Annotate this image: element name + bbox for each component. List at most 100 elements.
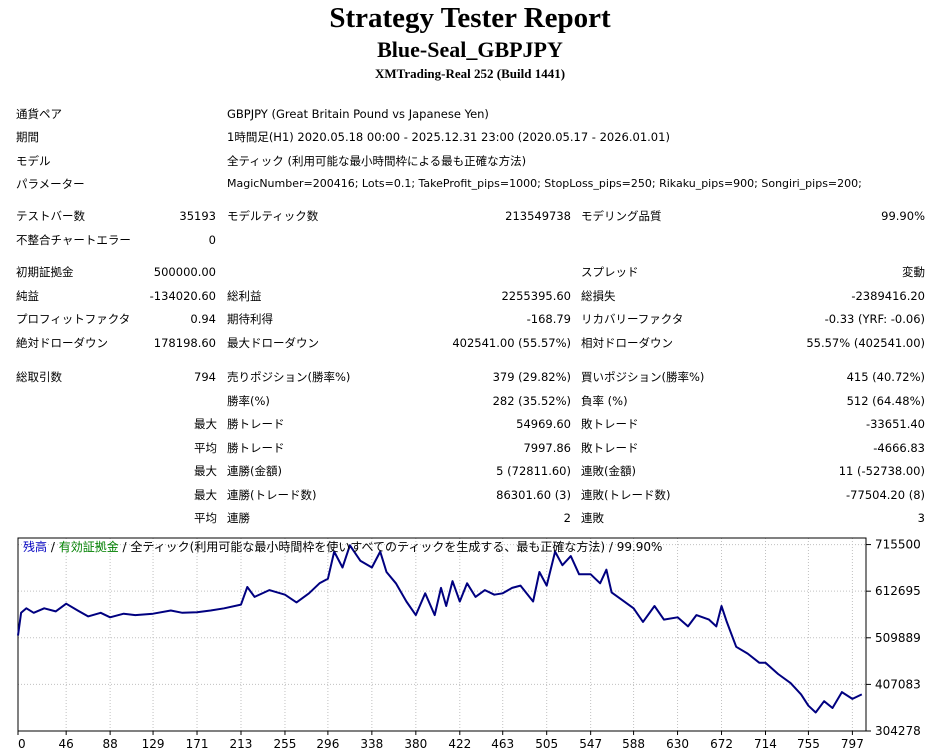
x-tick-label: 672 [710, 737, 733, 751]
legend-sep1: / [51, 540, 59, 554]
cons-wins-count-label: 連勝(トレード数) [227, 488, 317, 502]
y-axis: 715500 612695 509889 407083 304278 [866, 538, 921, 738]
expected-value: -168.79 [526, 312, 571, 326]
x-tick-label: 296 [316, 737, 339, 751]
net-value: -134020.60 [149, 289, 216, 303]
abs-dd-label: 絶対ドローダウン [16, 336, 108, 350]
winrate-label: 勝率(%) [227, 394, 270, 408]
lossrate-label: 負率 (%) [581, 394, 628, 408]
avg-cons-loss-value: 3 [917, 511, 925, 525]
x-tick-label: 755 [797, 737, 820, 751]
avg-win-label: 勝トレード [227, 441, 285, 455]
y-tick-label: 612695 [875, 584, 921, 598]
expected-label: 期待利得 [227, 312, 273, 326]
report-subtitle: Blue-Seal_GBPJPY [377, 37, 563, 62]
bars-value: 35193 [179, 209, 216, 223]
x-tick-label: 380 [404, 737, 427, 751]
lossrate-value: 512 (64.48%) [846, 394, 925, 408]
short-label: 売りポジション(勝率%) [227, 370, 351, 384]
symbol-value: GBPJPY (Great Britain Pound vs Japanese … [227, 107, 489, 121]
x-tick-label: 588 [622, 737, 645, 751]
avg-label: 平均 [194, 441, 217, 455]
ticks-value: 213549738 [505, 209, 571, 223]
mismatch-value: 0 [208, 233, 216, 247]
spread-label: スプレッド [581, 265, 639, 279]
y-tick-label: 407083 [875, 677, 921, 691]
x-tick-label: 0 [18, 737, 26, 751]
ticks-label: モデルティック数 [227, 209, 319, 223]
x-tick-label: 797 [841, 737, 864, 751]
long-value: 415 (40.72%) [846, 370, 925, 384]
x-tick-label: 547 [579, 737, 602, 751]
deposit-value: 500000.00 [153, 265, 216, 279]
total-trades-value: 794 [194, 370, 216, 384]
x-axis: 0 46 88 129 171 213 255 296 338 380 422 463 505 547 58… [17, 731, 864, 751]
x-tick-label: 129 [142, 737, 165, 751]
x-tick-label: 505 [535, 737, 558, 751]
mismatch-label: 不整合チャートエラー [16, 233, 131, 247]
avg-loss-value: -4666.83 [873, 441, 925, 455]
max-loss-value: -33651.40 [865, 417, 925, 431]
legend-sep2: / [123, 540, 131, 554]
y-tick-label: 509889 [875, 631, 921, 645]
cons-loss-count-value: -77504.20 (8) [846, 488, 925, 502]
spread-value: 変動 [902, 265, 925, 279]
legend-balance: 残高 [23, 539, 47, 554]
max-win-value: 54969.60 [516, 417, 571, 431]
legend-model: 全ティック(利用可能な最小時間枠を使いすべてのティックを生成する、最も正確な方法… [130, 539, 605, 554]
max2-label: 最大 [194, 464, 217, 478]
period-value: 1時間足(H1) 2020.05.18 00:00 - 2025.12.31 2… [227, 130, 670, 144]
cons-loss-count-label: 連敗(トレード数) [581, 488, 671, 502]
net-label: 純益 [16, 289, 39, 303]
legend-sep3: / [609, 540, 617, 554]
pf-value: 0.94 [190, 312, 216, 326]
x-tick-label: 463 [491, 737, 514, 751]
avg-cons-wins-value: 2 [563, 511, 571, 525]
max-dd-value: 402541.00 (55.57%) [452, 336, 571, 350]
recovery-label: リカバリーファクタ [581, 312, 684, 326]
report-title: Strategy Tester Report [329, 2, 611, 34]
max-loss-label: 敗トレード [581, 417, 639, 431]
max-label: 最大 [194, 417, 217, 431]
legend-equity: 有効証拠金 [59, 539, 119, 554]
period-label: 期間 [16, 130, 39, 144]
total-trades-label: 総取引数 [16, 370, 62, 384]
x-tick-label: 422 [448, 737, 471, 751]
x-tick-label: 630 [666, 737, 689, 751]
cons-wins-count-value: 86301.60 (3) [496, 488, 571, 502]
x-tick-label: 714 [754, 737, 777, 751]
winrate-value: 282 (35.52%) [492, 394, 571, 408]
quality-value: 99.90% [881, 209, 925, 223]
model-value: 全ティック (利用可能な最小時間枠による最も正確な方法) [227, 154, 527, 168]
avg-loss-label: 敗トレード [581, 441, 639, 455]
gross-profit-value: 2255395.60 [501, 289, 571, 303]
x-tick-label: 46 [59, 737, 74, 751]
y-tick-label: 304278 [875, 724, 921, 738]
gross-loss-value: -2389416.20 [851, 289, 925, 303]
balance-line [17, 544, 863, 714]
long-label: 買いポジション(勝率%) [581, 370, 705, 384]
pf-label: プロフィットファクタ [16, 312, 131, 326]
symbol-label: 通貨ペア [16, 107, 62, 121]
recovery-value: -0.33 (YRF: -0.06) [824, 312, 925, 326]
avg-cons-wins-label: 連勝 [227, 511, 250, 525]
model-label: モデル [16, 154, 51, 168]
rel-dd-value: 55.57% (402541.00) [806, 336, 925, 350]
max3-label: 最大 [194, 488, 217, 502]
bars-label: テストバー数 [16, 209, 85, 223]
gross-profit-label: 総利益 [227, 289, 262, 303]
x-tick-label: 255 [274, 737, 297, 751]
rel-dd-label: 相対ドローダウン [581, 336, 673, 350]
cons-wins-money-value: 5 (72811.60) [496, 464, 571, 478]
cons-loss-money-label: 連敗(金額) [581, 464, 636, 478]
balance-chart: 715500 612695 509889 407083 304278 0 46 88 129 1… [0, 533, 940, 752]
max-win-label: 勝トレード [227, 417, 285, 431]
params-label: パラメーター [16, 177, 85, 191]
avg-win-value: 7997.86 [523, 441, 571, 455]
x-tick-label: 171 [186, 737, 209, 751]
avg2-label: 平均 [194, 511, 217, 525]
short-value: 379 (29.82%) [492, 370, 571, 384]
max-dd-label: 最大ドローダウン [227, 336, 319, 350]
x-tick-label: 88 [102, 737, 117, 751]
abs-dd-value: 178198.60 [153, 336, 216, 350]
